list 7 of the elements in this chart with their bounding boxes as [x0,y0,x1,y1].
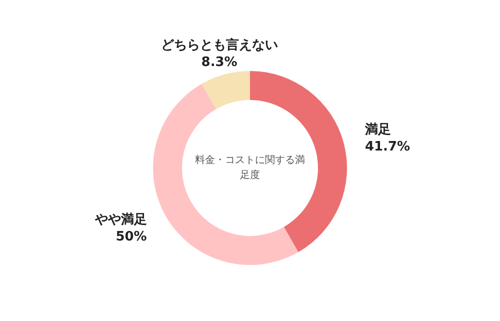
data-label: 50% [116,229,147,244]
data-label: 8.3% [201,55,238,70]
data-label: 41.7% [364,139,410,154]
slice-label: どちらとも言えない [160,37,278,54]
slice-label: 満足 [364,122,391,138]
slice-label: やや満足 [94,212,147,228]
text: 料金・コストに関する満足度 [195,154,305,183]
